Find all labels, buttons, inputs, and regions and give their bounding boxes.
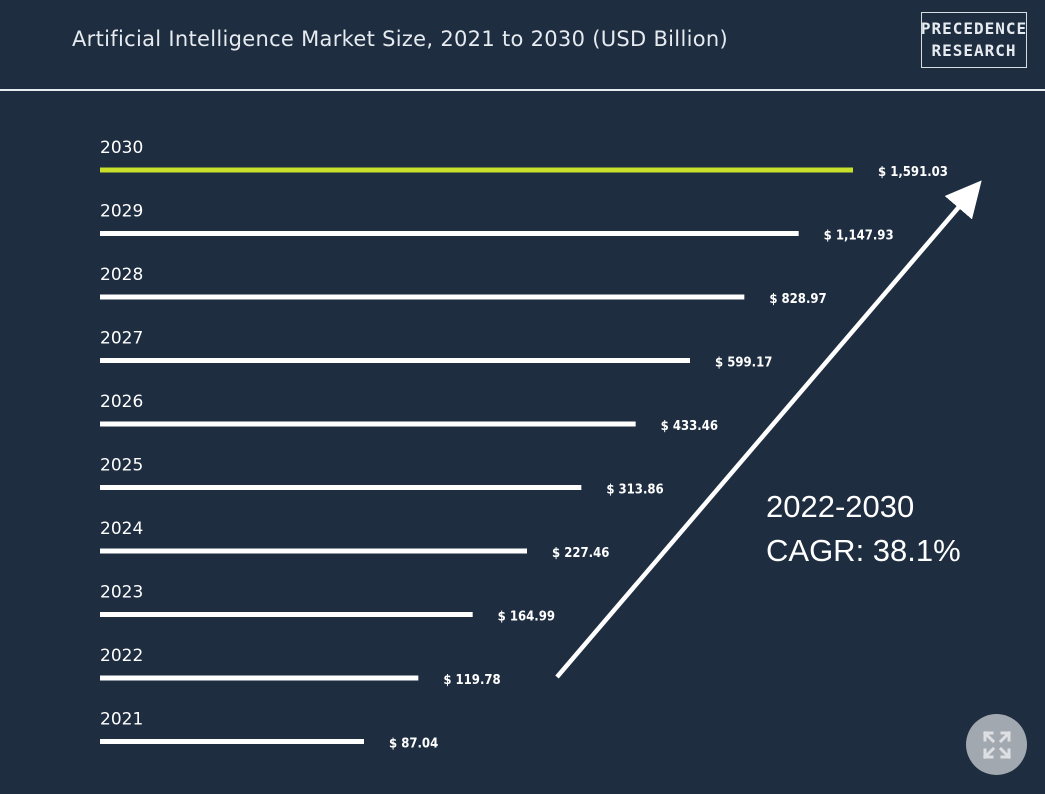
- value-label: $ 828.97: [769, 292, 826, 307]
- cagr-value: CAGR: 38.1%: [766, 533, 961, 568]
- category-label: 2026: [100, 392, 143, 412]
- bar-2022: [100, 675, 419, 681]
- category-label: 2029: [100, 202, 143, 222]
- expand-button[interactable]: [966, 714, 1027, 775]
- category-label: 2023: [100, 583, 143, 603]
- value-label: $ 1,147.93: [824, 229, 894, 244]
- category-label: 2022: [100, 646, 143, 666]
- value-label: $ 87.04: [389, 737, 438, 752]
- logo-line-1: PRECEDENCE: [920, 19, 1028, 38]
- bar-2027: [100, 358, 690, 363]
- category-label: 2021: [100, 710, 143, 730]
- bar-2024: [100, 548, 527, 554]
- value-label: $ 433.46: [661, 419, 718, 434]
- value-label: $ 164.99: [498, 610, 555, 625]
- category-label: 2027: [100, 329, 143, 349]
- category-label: 2025: [100, 456, 143, 476]
- cagr-period: 2022-2030: [766, 489, 915, 524]
- value-label: $ 1,591.03: [878, 165, 948, 180]
- category-label: 2024: [100, 519, 143, 539]
- bar-2030: [100, 167, 853, 173]
- chart-title: Artificial Intelligence Market Size, 202…: [72, 27, 728, 51]
- value-label: $ 313.86: [606, 483, 663, 498]
- bar-2028: [100, 294, 745, 300]
- value-label: $ 599.17: [715, 356, 772, 371]
- precedence-research-logo: PRECEDENCE RESEARCH: [921, 12, 1027, 68]
- value-label: $ 227.46: [552, 546, 609, 561]
- expand-icon: [982, 730, 1011, 759]
- header-divider: [0, 89, 1045, 91]
- logo-line-2: RESEARCH: [931, 41, 1017, 60]
- bar-2029: [100, 231, 799, 236]
- value-label: $ 119.78: [443, 673, 500, 688]
- bar-2021: [100, 739, 364, 744]
- bar-2026: [100, 421, 636, 427]
- bar-2025: [100, 485, 582, 490]
- growth-trend-arrow: [555, 180, 982, 679]
- category-label: 2028: [100, 265, 143, 285]
- category-label: 2030: [100, 138, 143, 158]
- bar-2023: [100, 612, 473, 617]
- cagr-annotation: 2022-2030 CAGR: 38.1%: [766, 485, 961, 573]
